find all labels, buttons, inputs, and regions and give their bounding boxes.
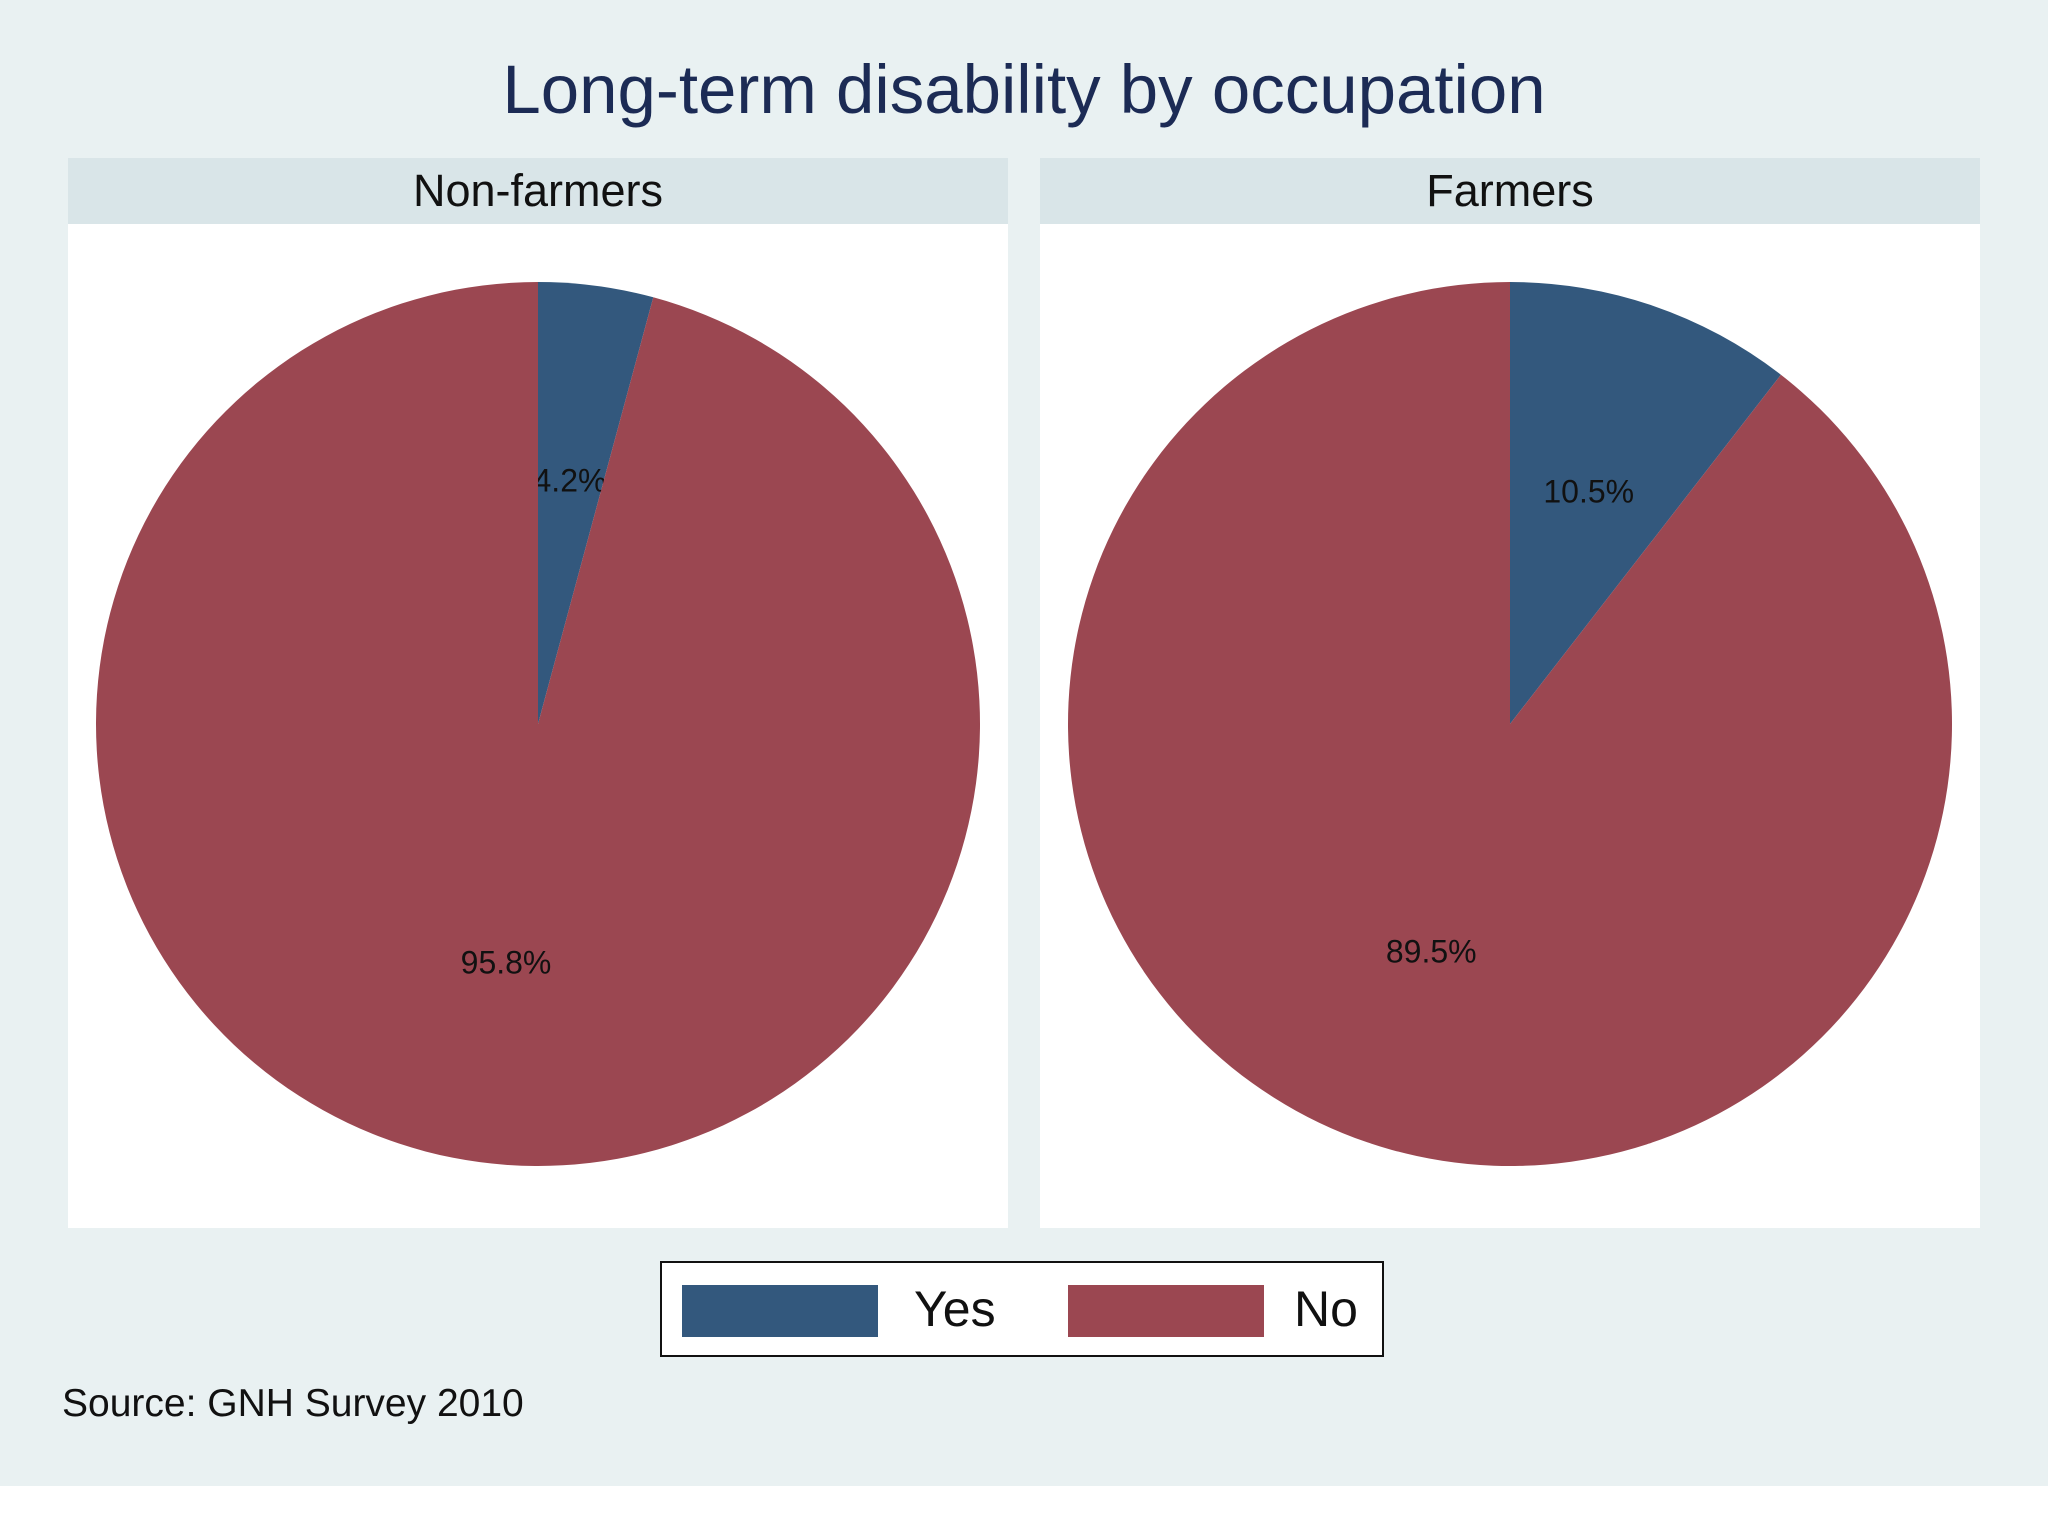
legend-label-yes: Yes <box>914 1281 996 1337</box>
legend: Yes No <box>660 1261 1384 1357</box>
panel-title-non-farmers: Non-farmers <box>68 158 1008 224</box>
panel-non-farmers: Non-farmers 4.2% 95.8% <box>68 158 1008 1228</box>
source-note: Source: GNH Survey 2010 <box>62 1382 524 1425</box>
pie-label-non-farmers-yes: 4.2% <box>534 462 607 498</box>
pie-label-farmers-no: 89.5% <box>1386 933 1477 969</box>
pie-label-non-farmers-no: 95.8% <box>461 944 552 980</box>
pie-slice-non-farmers-no <box>95 282 981 1166</box>
pie-label-farmers-yes: 10.5% <box>1543 473 1634 509</box>
pie-farmers: 10.5% 89.5% <box>1068 282 1952 1166</box>
pie-slice-non-farmers-yes <box>538 282 654 724</box>
chart-figure: Long-term disability by occupation Non-f… <box>0 0 2048 1486</box>
legend-swatch-yes <box>682 1285 878 1337</box>
legend-swatch-no <box>1068 1285 1264 1337</box>
pie-non-farmers: 4.2% 95.8% <box>95 282 981 1166</box>
pie-slice-farmers-no <box>1068 282 1952 1166</box>
legend-label-no: No <box>1294 1281 1358 1337</box>
panel-title-farmers: Farmers <box>1040 158 1980 224</box>
chart-title: Long-term disability by occupation <box>502 51 1546 128</box>
pie-slice-farmers-yes <box>1510 282 1781 724</box>
panel-farmers: Farmers 10.5% 89.5% <box>1040 158 1980 1228</box>
